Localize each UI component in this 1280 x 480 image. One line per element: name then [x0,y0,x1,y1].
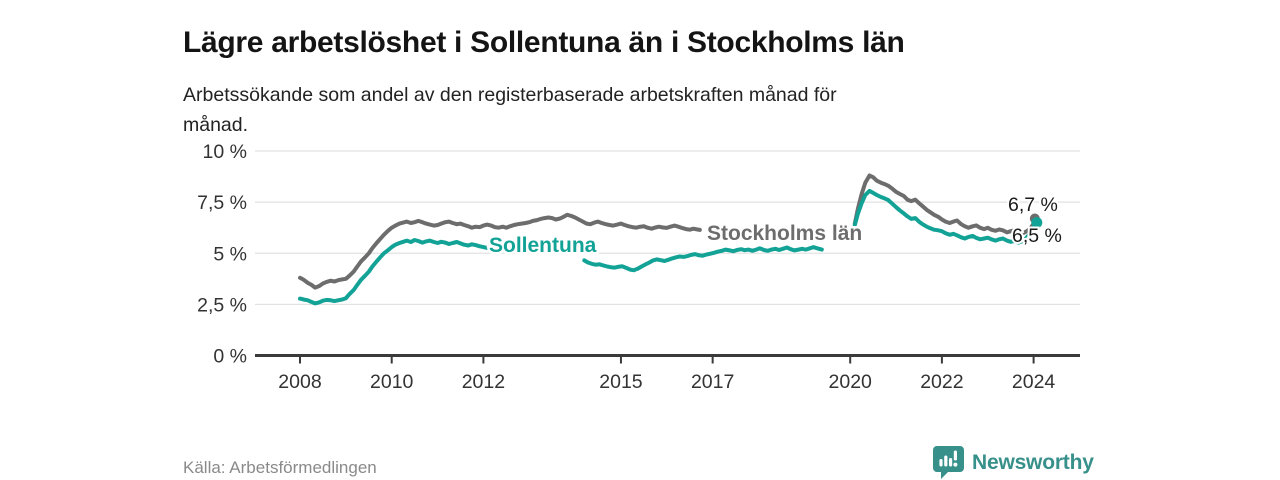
x-axis-label: 2015 [599,371,643,393]
x-axis-label: 2010 [370,371,414,393]
newsworthy-logo: Newsworthy [933,446,1094,479]
bar-chart-speech-bubble-icon [933,446,964,479]
end-dot-sollentuna [1031,217,1043,229]
end-value-label-stockholms-lan: 6,7 % [1008,194,1058,216]
series-line-sollentuna [298,238,490,306]
chart-subtitle: Arbetssökande som andel av den registerb… [183,83,837,136]
x-axis-label: 2017 [691,371,734,393]
x-axis-label: 2008 [278,371,321,393]
series-label-stockholms-lan: Stockholms län [707,222,862,245]
y-axis-label: 5 % [213,243,247,265]
series-line-sollentuna [582,245,824,273]
end-value-label-sollentuna: 6,5 % [1012,225,1062,247]
brand-wordmark: Newsworthy [972,450,1094,474]
y-axis-label: 0 % [213,346,247,368]
y-axis-label: 7,5 % [197,192,247,214]
series-line-stockholms-lan [852,173,1039,236]
series-line-stockholms-lan [298,212,702,290]
source-attribution: Källa: Arbetsförmedlingen [183,458,377,477]
page-title: Lägre arbetslöshet i Sollentuna än i Sto… [183,26,905,60]
series-line-sollentuna [852,188,1039,245]
x-axis-label: 2024 [1012,371,1056,393]
y-axis-label: 10 % [203,141,247,163]
x-axis-label: 2020 [829,371,873,393]
x-axis-label: 2012 [462,371,505,393]
y-axis-label: 2,5 % [197,294,247,316]
x-axis-label: 2022 [920,371,963,393]
series-label-sollentuna: Sollentuna [489,234,597,257]
